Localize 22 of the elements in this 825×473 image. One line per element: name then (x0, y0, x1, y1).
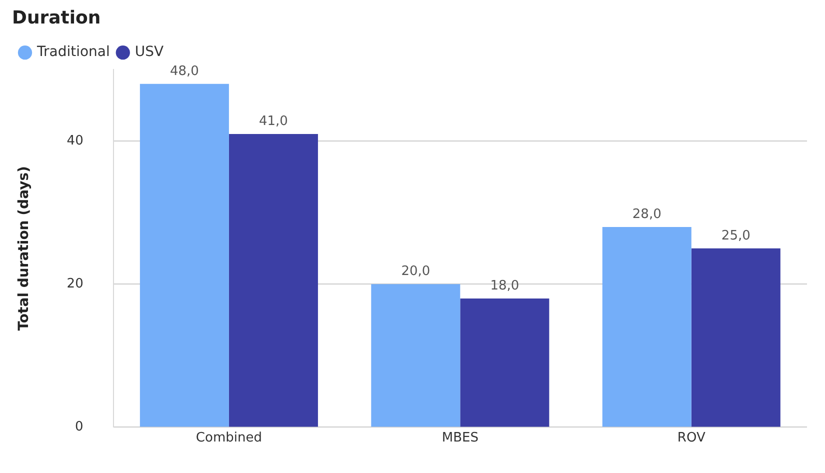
chart-title: Duration (12, 7, 101, 28)
bar (691, 248, 780, 427)
x-tick-label: MBES (442, 430, 478, 446)
legend-label: Traditional (36, 44, 110, 60)
legend-label: USV (134, 44, 164, 60)
data-label: 18,0 (490, 278, 520, 294)
data-label: 48,0 (170, 64, 199, 79)
bar (371, 284, 460, 427)
bar (140, 84, 229, 427)
bar (460, 298, 550, 427)
y-tick-label: 40 (66, 133, 84, 148)
data-label: 20,0 (401, 264, 430, 280)
x-tick-label: Combined (196, 430, 262, 446)
data-label: 25,0 (721, 228, 750, 244)
bar (228, 134, 318, 427)
data-label: 28,0 (632, 206, 662, 222)
y-tick-label: 20 (66, 276, 84, 292)
y-axis-title: Total duration (days) (16, 166, 32, 331)
data-label: 41,0 (258, 114, 288, 129)
bar (602, 226, 692, 427)
x-tick-label: ROV (677, 430, 706, 446)
y-tick-label: 0 (75, 420, 84, 435)
